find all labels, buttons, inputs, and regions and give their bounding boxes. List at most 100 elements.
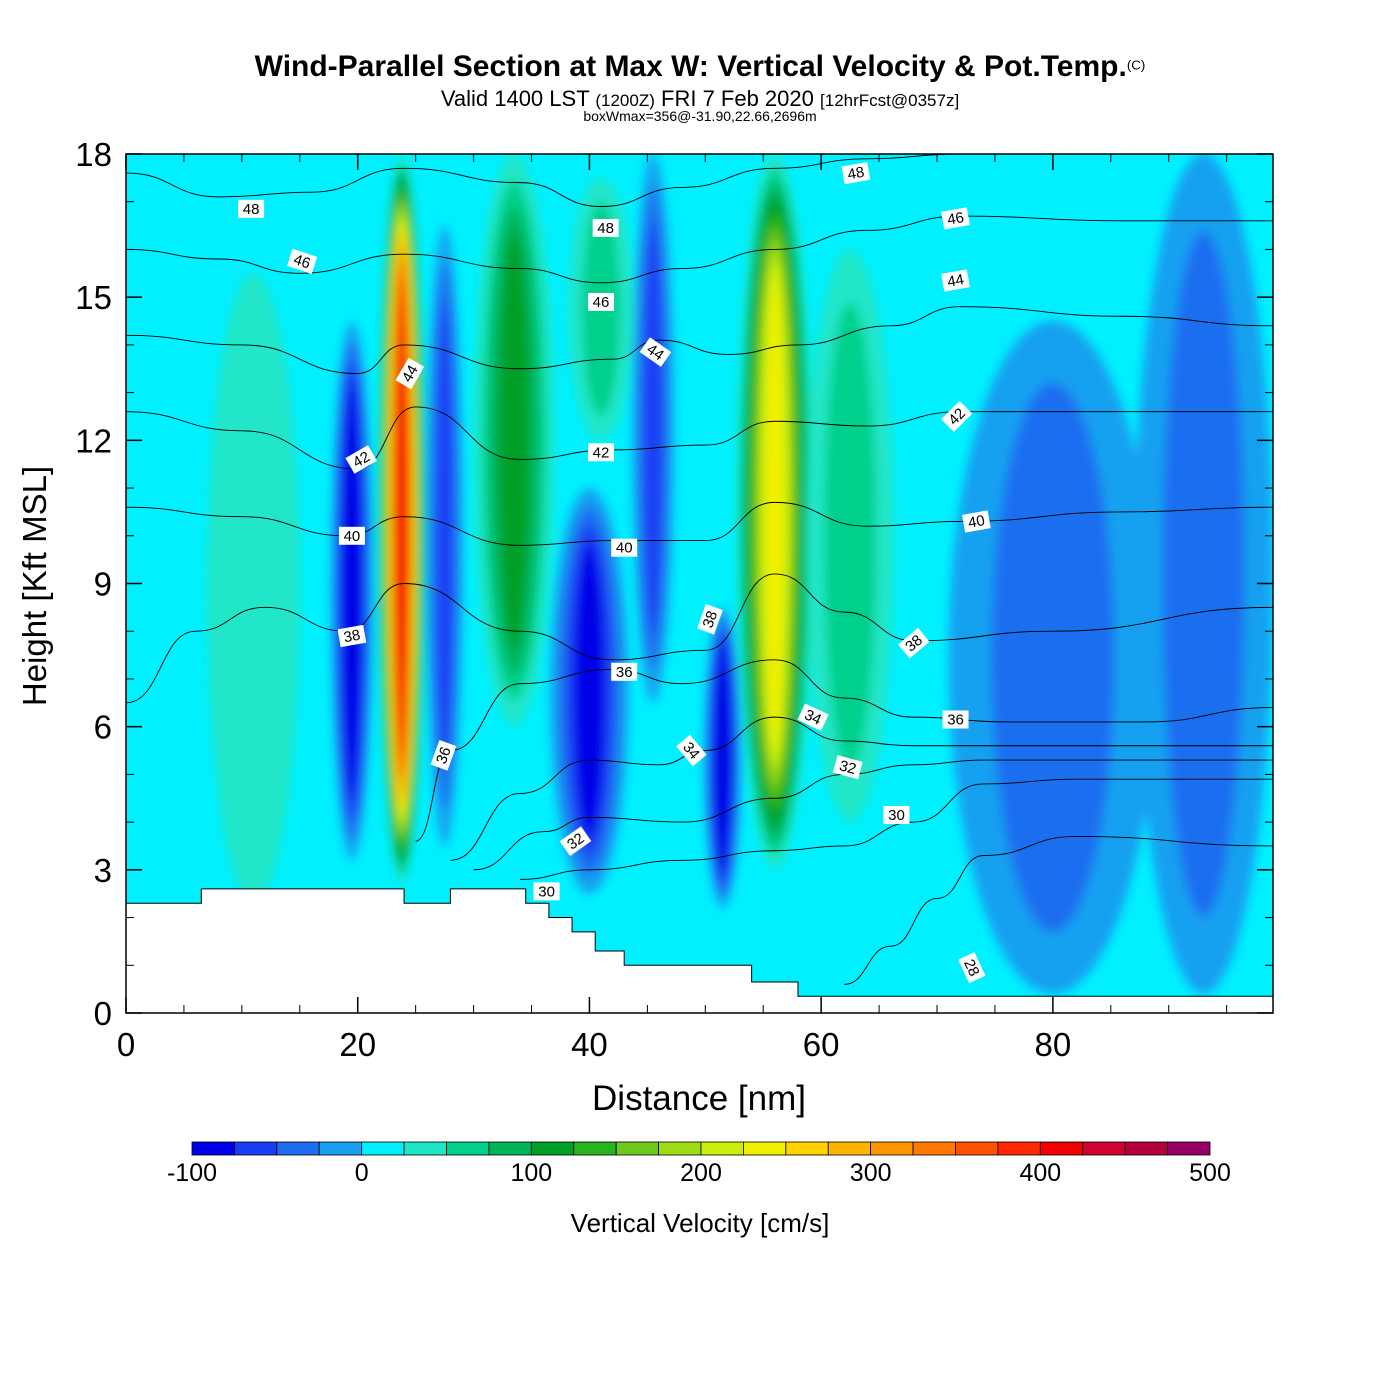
colorbar-swatch — [403, 1141, 447, 1156]
contour-label: 46 — [941, 207, 970, 230]
contour-label: 48 — [592, 218, 619, 237]
contour-label-box — [533, 882, 560, 901]
contour-label-box — [676, 734, 707, 767]
contour-label-text: 32 — [837, 757, 858, 778]
colorbar-swatch — [615, 1141, 659, 1156]
contour-label-text: 42 — [350, 448, 373, 471]
contour-label-box — [338, 526, 365, 545]
contour-label: 48 — [238, 199, 265, 218]
contour-label-text: 42 — [593, 444, 610, 461]
contour-label-box — [238, 199, 265, 218]
velocity-column — [207, 273, 300, 904]
valid-time-label: Valid 1400 LST — [440, 86, 590, 111]
contour-label-box — [286, 248, 318, 274]
contour-label: 40 — [962, 510, 991, 533]
theta-contour-line — [126, 501, 1273, 546]
colorbar-swatch — [191, 1141, 235, 1156]
velocity-level — [716, 651, 730, 864]
colorbar-swatch — [658, 1141, 702, 1156]
x-tick-label: 60 — [803, 1026, 840, 1063]
contour-label-text: 44 — [946, 271, 965, 291]
forecast-label: [12hrFcst@0357z] — [820, 91, 960, 110]
colorbar-swatch — [700, 1141, 744, 1156]
velocity-column — [550, 488, 629, 894]
theta-contour-line — [473, 759, 1273, 871]
colorbar-swatch — [318, 1141, 363, 1156]
contour-label-box — [588, 443, 615, 462]
contour-label-box — [898, 627, 930, 659]
colorbar-swatch — [361, 1141, 405, 1156]
contour-label: 40 — [611, 538, 638, 557]
contour-label-box — [942, 710, 969, 729]
contour-label-text: 40 — [344, 528, 361, 545]
x-tick-label: 0 — [117, 1026, 135, 1063]
velocity-level — [574, 544, 605, 838]
contour-label: 38 — [697, 603, 723, 635]
contour-label-text: 30 — [538, 883, 555, 900]
y-tick-label: 3 — [94, 852, 112, 889]
contour-label: 38 — [898, 627, 930, 659]
colorbar-tick-label: 200 — [680, 1159, 722, 1187]
contour-label: 32 — [559, 826, 592, 857]
contour-label-text: 40 — [967, 512, 986, 532]
contour-label: 36 — [942, 710, 969, 729]
contour-label: 34 — [797, 703, 829, 731]
theta-contour-line — [126, 154, 961, 207]
contour-label: 46 — [588, 292, 615, 311]
contour-label-text: 36 — [433, 745, 455, 766]
contour-label-text: 46 — [593, 294, 610, 311]
contour-label: 42 — [941, 400, 973, 433]
contour-label-box — [588, 292, 615, 311]
velocity-column — [806, 249, 895, 823]
contour-label-text: 30 — [888, 807, 905, 824]
contour-label: 36 — [430, 740, 457, 771]
velocity-level — [498, 233, 530, 648]
x-tick-label: 80 — [1035, 1026, 1072, 1063]
contour-label-box — [958, 952, 986, 984]
contour-label-text: 38 — [342, 627, 361, 647]
contour-label-text: 28 — [960, 957, 982, 979]
y-tick-label: 12 — [75, 422, 112, 459]
colorbar-swatch — [1124, 1141, 1168, 1156]
theta-contour-line — [415, 659, 1273, 842]
colorbar-swatch — [234, 1141, 278, 1156]
colorbar-swatch — [912, 1141, 956, 1156]
y-tick-label: 15 — [75, 279, 112, 316]
velocity-column — [378, 154, 425, 885]
colorbar: -100 0 100 200 300 400 500 — [167, 1141, 1231, 1187]
contour-label-text: 36 — [947, 712, 964, 729]
contour-label: 32 — [832, 755, 863, 780]
contour-label-box — [592, 218, 619, 237]
contour-label-text: 46 — [291, 251, 312, 272]
contour-label-box — [832, 755, 863, 780]
contour-label: 42 — [588, 443, 615, 462]
colorbar-swatch — [488, 1141, 532, 1156]
contour-label: 38 — [337, 624, 367, 648]
theta-contour-line — [126, 406, 1273, 470]
contour-label-box — [430, 740, 457, 771]
colorbar-swatch — [1082, 1141, 1126, 1156]
velocity-column — [331, 321, 373, 861]
contour-label-text: 44 — [643, 341, 666, 364]
contour-label-text: 48 — [243, 201, 260, 218]
contour-label-box — [941, 207, 970, 230]
contour-label: 48 — [841, 161, 871, 185]
velocity-column — [426, 225, 464, 846]
contour-label: 42 — [345, 445, 377, 474]
colorbar-tick-label: 400 — [1019, 1159, 1061, 1187]
chart-title: Wind-Parallel Section at Max W: Vertical… — [0, 50, 1400, 84]
colorbar-tick-label: 0 — [355, 1159, 369, 1187]
chart-subtitle: Valid 1400 LST (1200Z) FRI 7 Feb 2020 [1… — [0, 86, 1400, 112]
colorbar-swatch — [530, 1141, 575, 1156]
velocity-level — [207, 273, 300, 904]
contour-label-box — [337, 624, 367, 648]
theta-contour-line — [844, 835, 1273, 985]
colorbar-swatch — [827, 1141, 872, 1156]
valid-date-label: FRI 7 Feb 2020 — [661, 86, 814, 111]
colorbar-tick-label: 500 — [1189, 1159, 1231, 1187]
colorbar-swatch — [870, 1141, 914, 1156]
velocity-level — [436, 301, 454, 770]
contour-label-box — [611, 662, 638, 681]
